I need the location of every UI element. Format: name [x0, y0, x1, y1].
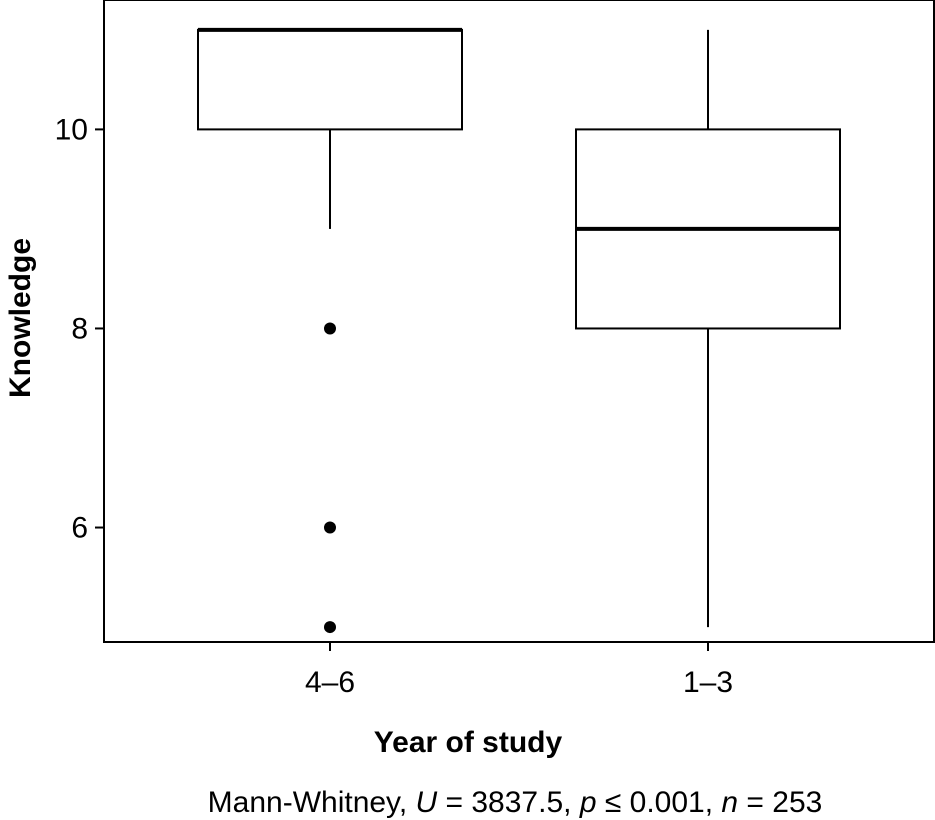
box-group-1	[197, 27, 463, 634]
y-tick-label-6: 6	[71, 512, 88, 545]
y-axis: 6 8 10	[55, 113, 104, 545]
x-axis: 4–6 1–3	[305, 642, 733, 699]
caption-n-symbol: n	[721, 786, 738, 819]
chart-marks	[197, 27, 841, 634]
caption-u-symbol: U	[416, 786, 438, 819]
caption-p-symbol: p	[579, 786, 597, 819]
y-tick-label-8: 8	[71, 312, 88, 345]
caption-n-value: = 253	[738, 786, 822, 819]
x-tick-label-group-2: 1–3	[683, 666, 733, 699]
outlier-point-group-1-2	[324, 521, 336, 534]
caption-statistics: Mann-Whitney, U = 3837.5, p ≤ 0.001, n =…	[208, 786, 823, 819]
caption-p-value: ≤ 0.001,	[597, 786, 722, 819]
x-tick-label-group-1: 4–6	[305, 666, 355, 699]
iqr-box-group-1	[197, 28, 463, 131]
caption-prefix: Mann-Whitney,	[208, 786, 416, 819]
outlier-point-group-1-3	[324, 621, 336, 634]
caption-u-value: = 3837.5,	[437, 786, 580, 819]
outlier-point-group-1-1	[324, 322, 336, 335]
x-axis-title: Year of study	[374, 726, 563, 759]
box-group-2	[575, 29, 841, 628]
y-tick-label-10: 10	[55, 113, 88, 146]
y-axis-title: Knowledge	[4, 238, 37, 398]
